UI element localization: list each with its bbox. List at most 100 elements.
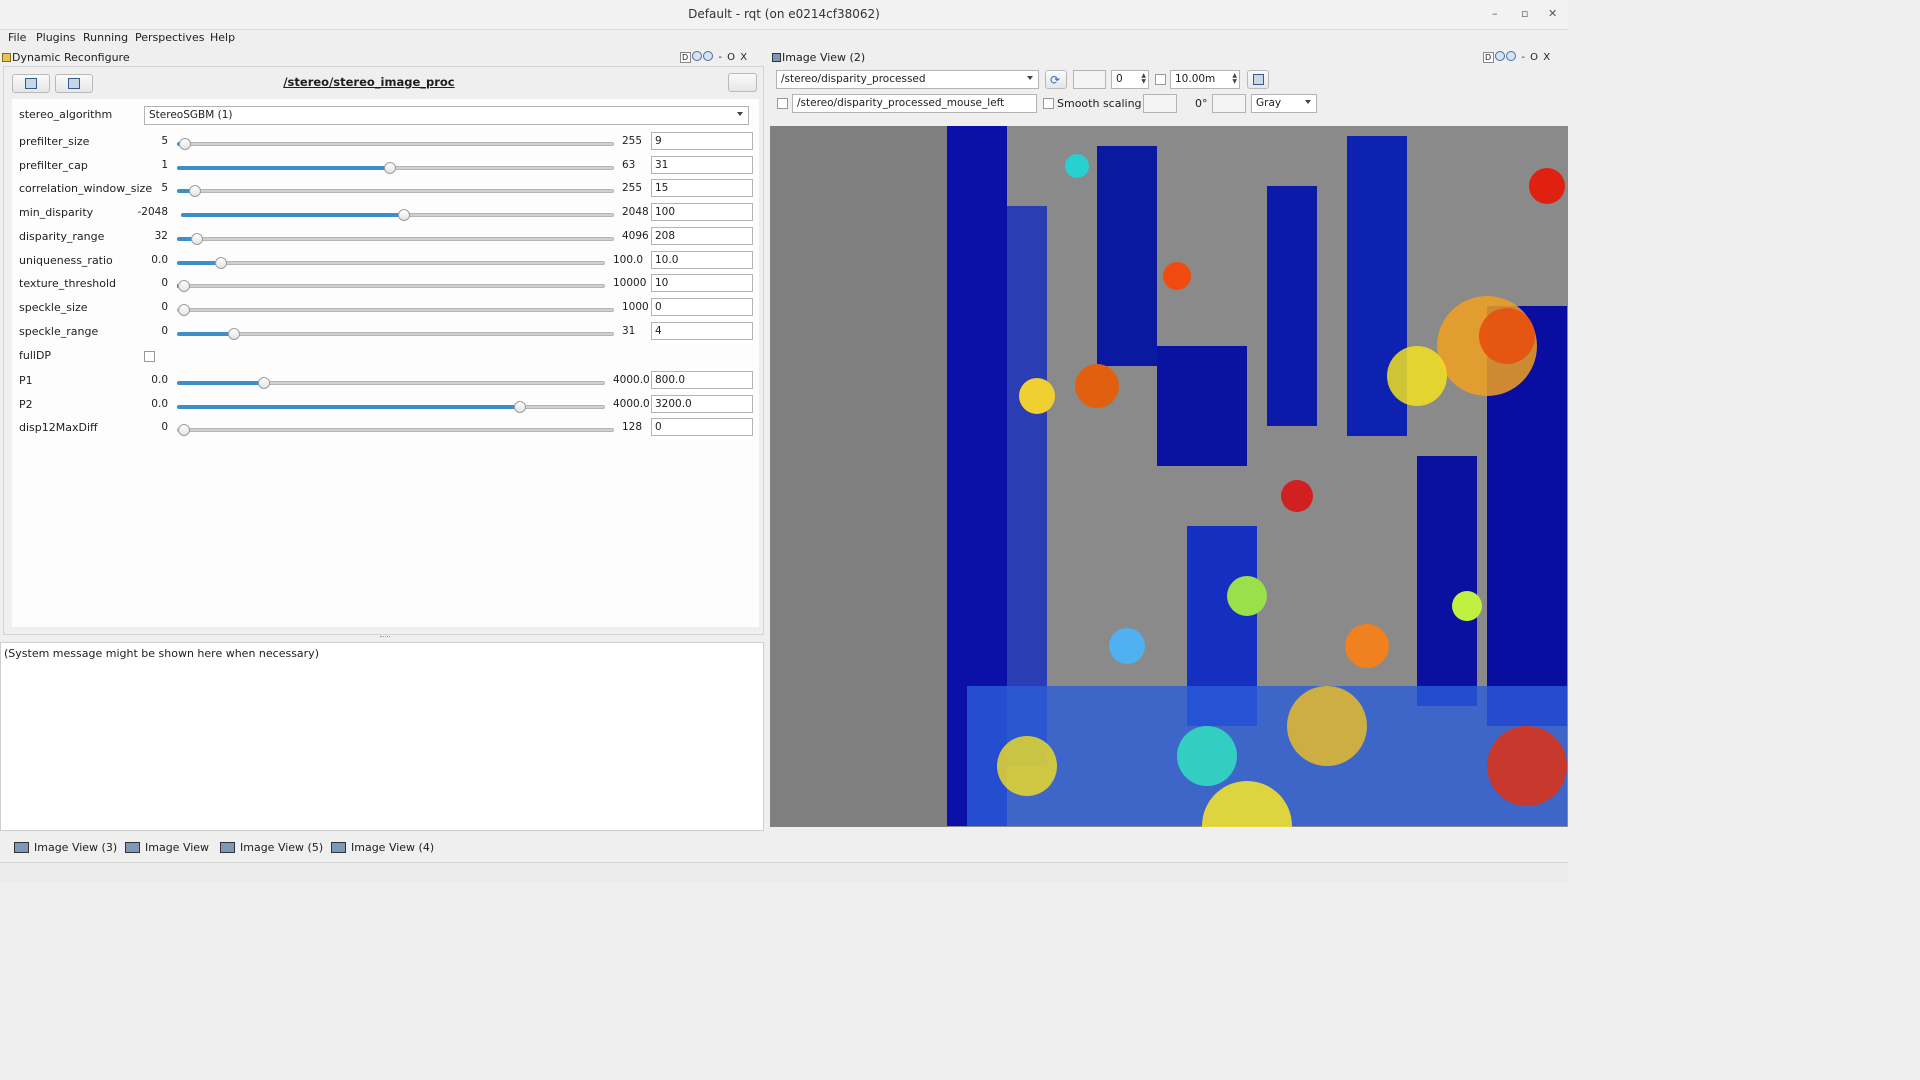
rotate-left-button[interactable] <box>1143 94 1177 113</box>
help-icon[interactable] <box>703 51 714 61</box>
param-slider[interactable] <box>177 424 614 437</box>
param-value-field[interactable]: 10.0 <box>651 250 753 269</box>
slider-handle[interactable] <box>178 280 190 293</box>
param-value-field[interactable]: 0 <box>651 297 753 316</box>
load-icon <box>68 78 80 89</box>
param-slider[interactable] <box>177 256 605 269</box>
param-slider[interactable] <box>177 280 605 293</box>
param-row-texture-threshold: texture_threshold 0 10000 10 <box>12 274 757 296</box>
splitter-handle[interactable] <box>380 636 390 638</box>
menu-running[interactable]: Running <box>83 31 129 44</box>
maximize-icon[interactable]: ▫ <box>1521 7 1529 20</box>
dynamic-reconfigure-dock-title: Dynamic Reconfigure D - O X <box>0 51 764 65</box>
spin-arrows-icon[interactable]: ▲ ▼ <box>1141 72 1146 85</box>
param-slider[interactable] <box>177 185 614 198</box>
slider-handle[interactable] <box>514 400 527 413</box>
slider-handle[interactable] <box>257 377 270 389</box>
max-range-spin[interactable]: 10.00m ▲ ▼ <box>1170 70 1240 89</box>
param-value-field[interactable]: 31 <box>651 155 753 174</box>
stereo-algorithm-select[interactable]: StereoSGBM (1) <box>144 106 749 125</box>
dock-d-button[interactable]: D <box>680 52 692 63</box>
dock-d-button[interactable]: D <box>1483 52 1495 63</box>
param-slider[interactable] <box>177 161 614 174</box>
slider-fill <box>181 213 403 218</box>
colormap-select[interactable]: Gray <box>1251 94 1317 113</box>
menu-plugins[interactable]: Plugins <box>36 31 76 44</box>
dock-buttons: D - O X <box>1483 51 1551 63</box>
param-value-field[interactable]: 100 <box>651 203 753 222</box>
publish-mouse-checkbox[interactable] <box>777 98 788 109</box>
refresh-icon: ⟳ <box>1050 73 1061 87</box>
menu-perspectives[interactable]: Perspectives <box>135 31 205 44</box>
mouse-topic-field[interactable]: /stereo/disparity_processed_mouse_left <box>792 94 1037 113</box>
load-button[interactable] <box>55 74 93 93</box>
param-slider[interactable] <box>181 209 614 222</box>
slider-handle[interactable] <box>178 303 190 316</box>
slider-handle[interactable] <box>214 256 227 269</box>
dynamic-range-checkbox[interactable] <box>1155 74 1166 85</box>
tab-image-view-4[interactable]: Image View (4) <box>331 841 434 854</box>
param-value-field[interactable]: 208 <box>651 226 753 245</box>
spin-box[interactable]: 0 ▲ ▼ <box>1111 70 1149 89</box>
rotate-right-button[interactable] <box>1212 94 1246 113</box>
param-name: stereo_algorithm <box>19 108 113 121</box>
save-image-icon <box>1253 74 1264 85</box>
image-view-icon <box>220 842 235 853</box>
param-slider[interactable] <box>177 232 614 245</box>
slider-handle[interactable] <box>189 185 202 198</box>
param-value-field[interactable]: 800.0 <box>651 371 753 389</box>
smooth-scaling-checkbox[interactable] <box>1043 98 1054 109</box>
save-button[interactable] <box>12 74 50 93</box>
slider-handle[interactable] <box>228 327 241 340</box>
slider-handle[interactable] <box>190 232 203 245</box>
slider-handle[interactable] <box>178 424 190 437</box>
param-value-field[interactable]: 15 <box>651 179 753 198</box>
param-slider[interactable] <box>177 377 605 389</box>
dock-float-icon[interactable]: O <box>1530 52 1540 63</box>
dock-minimize-icon[interactable]: - <box>718 52 723 63</box>
save-image-button[interactable] <box>1247 70 1269 89</box>
dock-close-icon[interactable]: X <box>740 52 749 63</box>
param-value-field[interactable]: 9 <box>651 132 753 150</box>
slider-handle[interactable] <box>383 161 396 174</box>
spin-arrows-icon[interactable]: ▲ ▼ <box>1232 72 1237 85</box>
reload-icon[interactable] <box>692 51 703 61</box>
menu-file[interactable]: File <box>8 31 27 44</box>
param-min: 32 <box>154 229 168 242</box>
param-value-field[interactable]: 4 <box>651 321 753 340</box>
param-min: 0.0 <box>151 374 168 386</box>
tab-label: Image View (5) <box>240 841 324 854</box>
param-value-field[interactable]: 10 <box>651 274 753 293</box>
param-row-correlation-window-size: correlation_window_size 5 255 15 <box>12 179 757 201</box>
image-display[interactable] <box>770 126 1568 827</box>
topic-select[interactable]: /stereo/disparity_processed <box>776 70 1039 89</box>
param-slider[interactable] <box>177 303 614 316</box>
blank-field[interactable] <box>1073 70 1106 89</box>
reload-icon[interactable] <box>1495 51 1506 61</box>
tab-image-view-5[interactable]: Image View (5) <box>220 841 323 854</box>
param-max: 4000.0 <box>613 397 650 410</box>
dock-minimize-icon[interactable]: - <box>1521 52 1526 63</box>
window-title: Default - rqt (on e0214cf38062) <box>688 7 880 21</box>
slider-handle[interactable] <box>397 209 410 222</box>
dock-float-icon[interactable]: O <box>727 52 737 63</box>
close-icon[interactable]: ✕ <box>1548 7 1558 20</box>
tab-image-view[interactable]: Image View <box>125 841 209 854</box>
fulldp-checkbox[interactable] <box>144 351 155 362</box>
param-value-field[interactable]: 0 <box>651 418 753 437</box>
tab-image-view-3[interactable]: Image View (3) <box>14 841 117 854</box>
menu-help[interactable]: Help <box>210 31 236 44</box>
refresh-topics-button[interactable]: ⟳ <box>1045 70 1067 89</box>
param-slider[interactable] <box>177 400 605 413</box>
window-titlebar: Default - rqt (on e0214cf38062) – ▫ ✕ <box>0 0 1568 30</box>
param-slider[interactable] <box>177 327 614 340</box>
image-view-dock-title: Image View (2) D - O X <box>770 51 1568 65</box>
param-value-field[interactable]: 3200.0 <box>651 394 753 413</box>
slider-handle[interactable] <box>178 138 191 150</box>
close-node-button[interactable] <box>728 73 757 92</box>
dock-close-icon[interactable]: X <box>1543 52 1552 63</box>
minimize-icon[interactable]: – <box>1492 7 1498 20</box>
image-view-icon <box>14 842 29 853</box>
help-icon[interactable] <box>1506 51 1517 61</box>
param-slider[interactable] <box>177 138 614 150</box>
